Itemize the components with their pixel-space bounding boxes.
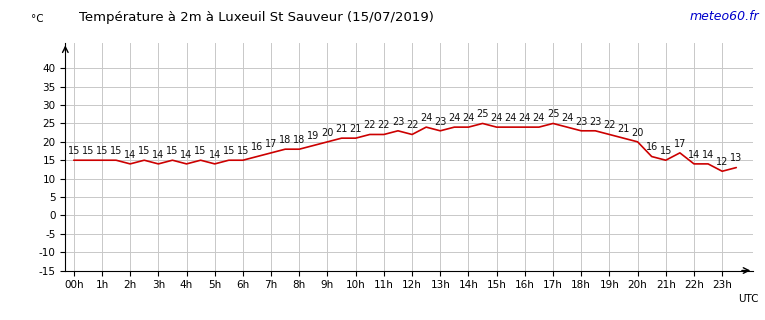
Text: 14: 14	[152, 150, 164, 160]
Text: 23: 23	[589, 116, 601, 127]
Text: °C: °C	[31, 14, 44, 24]
Text: 15: 15	[138, 146, 151, 156]
Text: 14: 14	[688, 150, 700, 160]
Text: 24: 24	[490, 113, 503, 123]
Text: 15: 15	[67, 146, 80, 156]
Text: 15: 15	[96, 146, 108, 156]
Text: 18: 18	[293, 135, 305, 145]
Text: 14: 14	[124, 150, 136, 160]
Text: 16: 16	[251, 142, 263, 152]
Text: 19: 19	[308, 131, 320, 141]
Text: 17: 17	[674, 139, 686, 149]
Text: 15: 15	[659, 146, 672, 156]
Text: 24: 24	[561, 113, 573, 123]
Text: 15: 15	[223, 146, 235, 156]
Text: 22: 22	[363, 120, 376, 130]
Text: 24: 24	[448, 113, 461, 123]
Text: 16: 16	[646, 142, 658, 152]
Text: 14: 14	[181, 150, 193, 160]
Text: 14: 14	[209, 150, 221, 160]
Text: 22: 22	[405, 120, 418, 130]
Text: 18: 18	[279, 135, 291, 145]
Text: 23: 23	[392, 116, 404, 127]
Text: UTC: UTC	[738, 294, 759, 304]
Text: 22: 22	[603, 120, 616, 130]
Text: 24: 24	[462, 113, 474, 123]
Text: 20: 20	[631, 128, 644, 138]
Text: 21: 21	[335, 124, 348, 134]
Text: 21: 21	[617, 124, 630, 134]
Text: 21: 21	[350, 124, 362, 134]
Text: 17: 17	[265, 139, 277, 149]
Text: meteo60.fr: meteo60.fr	[689, 10, 759, 23]
Text: 20: 20	[321, 128, 334, 138]
Text: 14: 14	[702, 150, 715, 160]
Text: 23: 23	[575, 116, 588, 127]
Text: 12: 12	[716, 157, 728, 167]
Text: 22: 22	[378, 120, 390, 130]
Text: 25: 25	[477, 109, 489, 119]
Text: 24: 24	[505, 113, 517, 123]
Text: 24: 24	[420, 113, 432, 123]
Text: 24: 24	[532, 113, 545, 123]
Text: 23: 23	[434, 116, 447, 127]
Text: 15: 15	[82, 146, 94, 156]
Text: 25: 25	[547, 109, 559, 119]
Text: 15: 15	[166, 146, 179, 156]
Text: 15: 15	[236, 146, 249, 156]
Text: 15: 15	[194, 146, 207, 156]
Text: Température à 2m à Luxeuil St Sauveur (15/07/2019): Température à 2m à Luxeuil St Sauveur (1…	[79, 11, 434, 24]
Text: 24: 24	[519, 113, 531, 123]
Text: 13: 13	[730, 153, 742, 164]
Text: 15: 15	[110, 146, 122, 156]
